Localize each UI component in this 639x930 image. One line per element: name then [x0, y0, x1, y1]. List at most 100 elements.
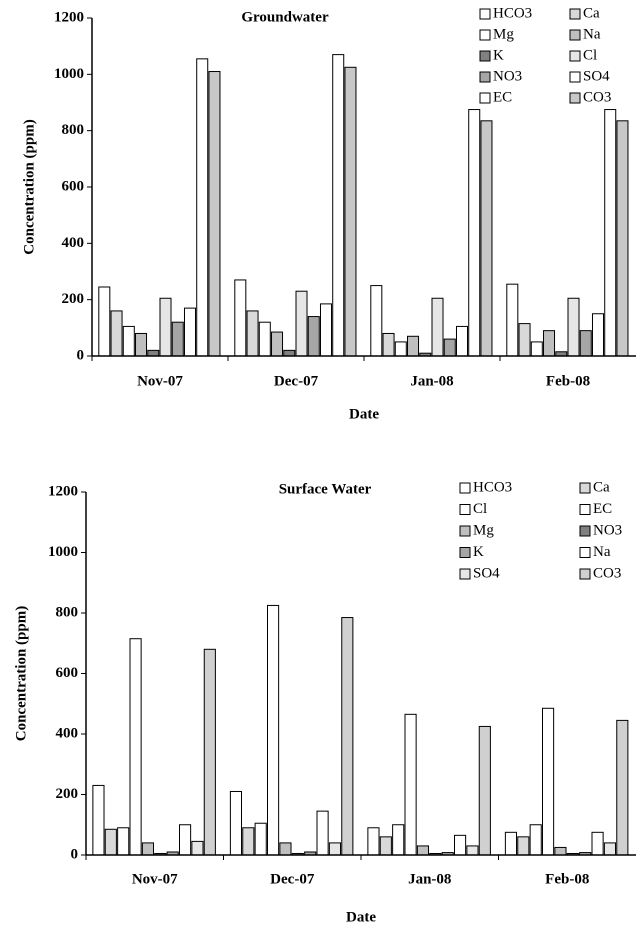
bar [246, 310, 259, 357]
bar [117, 827, 130, 856]
legend-swatch [569, 8, 581, 20]
bar [122, 325, 135, 357]
y-tick-label: 1000 [48, 544, 78, 560]
legend-label: NO3 [593, 522, 622, 538]
legend-swatch [569, 71, 581, 83]
bar [466, 845, 479, 856]
bar [454, 834, 467, 856]
legend-swatch [459, 482, 471, 494]
legend-swatch [459, 547, 471, 558]
y-tick-label: 400 [56, 725, 79, 741]
x-tick-label: Jan-08 [408, 871, 451, 887]
bar [258, 321, 271, 357]
legend-swatch [459, 525, 471, 537]
x-tick-label: Dec-07 [274, 373, 319, 389]
bar [147, 349, 160, 357]
x-tick-label: Feb-08 [546, 373, 590, 389]
x-axis-label: Date [349, 406, 379, 422]
legend-label: Cl [473, 501, 487, 517]
bar [591, 831, 604, 856]
bar [316, 810, 329, 856]
y-tick-label: 1200 [48, 483, 78, 499]
bar [332, 54, 345, 357]
legend-label: CO3 [593, 565, 621, 581]
legend-label: Mg [473, 522, 494, 538]
bar [295, 290, 308, 357]
legend-swatch [579, 568, 591, 580]
bar [183, 307, 196, 357]
y-tick-label: 200 [56, 786, 79, 802]
legend-swatch [569, 29, 581, 41]
bar [431, 297, 444, 357]
bar [234, 279, 247, 357]
legend-label: Na [583, 26, 601, 42]
legend-label: HCO3 [493, 5, 532, 21]
y-tick-label: 0 [77, 347, 85, 363]
bar [135, 332, 148, 357]
bar [129, 638, 142, 856]
bar [517, 836, 530, 856]
bar [579, 330, 592, 357]
legend-swatch [479, 71, 491, 83]
y-tick-label: 1000 [54, 66, 84, 82]
bar [208, 71, 221, 357]
bar [179, 824, 192, 856]
legend-swatch [579, 504, 591, 515]
x-tick-label: Nov-07 [137, 373, 183, 389]
x-tick-label: Nov-07 [132, 871, 178, 887]
bar [554, 846, 567, 856]
y-tick-label: 800 [62, 122, 85, 138]
bar [455, 325, 468, 357]
bar [478, 725, 491, 856]
y-tick-label: 600 [56, 665, 79, 681]
legend-label: EC [593, 501, 612, 517]
bar [104, 828, 117, 856]
y-tick-label: 200 [62, 291, 85, 307]
legend-swatch [579, 525, 591, 537]
bar [110, 310, 123, 357]
y-axis-label: Concentration (ppm) [13, 606, 29, 741]
bar [567, 297, 580, 357]
bar [92, 784, 105, 856]
legend-swatch [579, 547, 591, 558]
bar [98, 286, 111, 357]
legend-label: HCO3 [473, 479, 512, 495]
legend-label: Cl [583, 47, 597, 63]
bar [616, 120, 629, 357]
legend-label: K [473, 544, 484, 560]
y-tick-label: 600 [62, 178, 85, 194]
bar [518, 323, 531, 357]
bar [370, 285, 383, 357]
bar [379, 836, 392, 856]
bar [191, 840, 204, 856]
bar [254, 822, 267, 856]
legend-swatch [479, 29, 491, 41]
bar [542, 707, 555, 856]
legend-label: NO3 [493, 68, 522, 84]
legend-label: SO4 [473, 565, 500, 581]
x-tick-label: Dec-07 [270, 871, 315, 887]
bar [344, 66, 357, 357]
legend-label: K [493, 47, 504, 63]
bar [530, 341, 543, 357]
bar [616, 719, 629, 856]
y-axis-label: Concentration (ppm) [21, 119, 37, 254]
bar [392, 824, 405, 856]
bar [416, 845, 430, 856]
x-axis-label: Date [346, 909, 376, 925]
bar [529, 824, 542, 856]
legend-swatch [579, 482, 591, 494]
bar [341, 617, 354, 856]
legend-swatch [459, 504, 471, 515]
bar [604, 109, 617, 357]
bar [468, 109, 481, 357]
bar [159, 297, 172, 357]
bar [394, 341, 407, 357]
bar [404, 713, 417, 856]
y-tick-label: 400 [62, 235, 85, 251]
legend-swatch [479, 50, 491, 62]
bar [407, 335, 420, 357]
legend-label: Mg [493, 26, 514, 42]
legend-label: EC [493, 89, 512, 105]
bar [171, 321, 184, 357]
